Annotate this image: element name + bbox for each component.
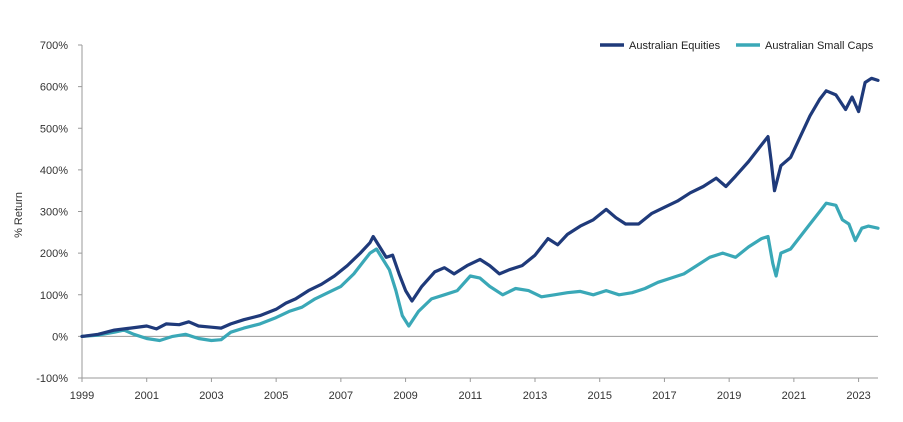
x-tick-label: 2009 [393, 390, 417, 402]
x-tick-label: 2021 [782, 390, 806, 402]
y-tick-label: 400% [40, 165, 68, 177]
x-tick-label: 2017 [652, 390, 676, 402]
x-tick-label: 2005 [264, 390, 288, 402]
x-tick-label: 2001 [134, 390, 158, 402]
y-tick-label: 300% [40, 207, 68, 219]
x-axis: 1999 2001 2003 2005 2007 2009 2011 2013 2015 2017… [70, 335, 878, 402]
series-lines [80, 76, 880, 343]
y-tick-label: 0% [52, 331, 68, 343]
x-tick-label: 2015 [587, 390, 611, 402]
x-tick-label: 2007 [329, 390, 353, 402]
y-tick-label: 100% [40, 290, 68, 302]
y-axis-title: % Return [13, 192, 25, 238]
y-tick-label: 200% [40, 248, 68, 260]
legend-label-australian-small-caps: Australian Small Caps [765, 40, 874, 52]
y-tick-label: 600% [40, 82, 68, 94]
x-tick-label: 2023 [846, 390, 870, 402]
y-tick-label: 700% [40, 40, 68, 52]
y-tick-label: -100% [36, 373, 68, 385]
x-tick-label: 2013 [523, 390, 547, 402]
legend-label-australian-equities: Australian Equities [629, 40, 721, 52]
legend: Australian Equities Australian Small Caps [600, 40, 874, 52]
series-line-australian-small-caps [80, 201, 880, 343]
x-tick-label: 2019 [717, 390, 741, 402]
y-axis: -100% 0% 100% 200% 300% 400% 500% 600% 700% [36, 40, 83, 385]
y-tick-label: 500% [40, 123, 68, 135]
x-tick-label: 1999 [70, 390, 94, 402]
x-tick-label: 2003 [199, 390, 223, 402]
x-tick-label: 2011 [458, 390, 482, 402]
series-line-australian-equities [80, 76, 880, 338]
